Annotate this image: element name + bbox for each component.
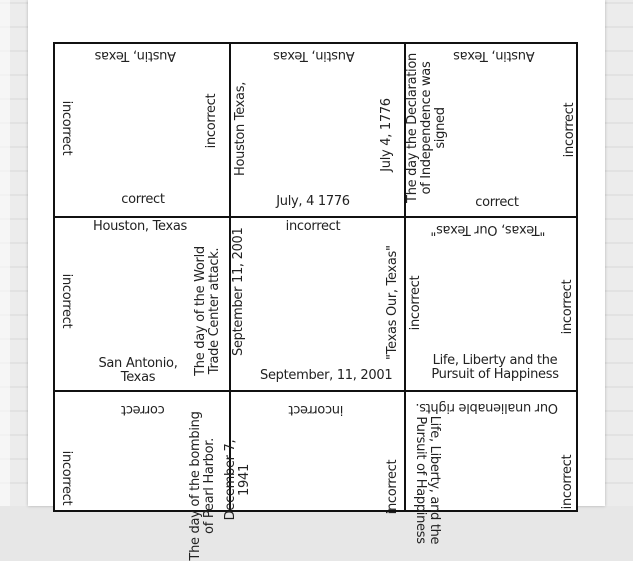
card-label: The day of the bombing of Pearl Harbor. (188, 411, 217, 561)
card-label: incorrect (560, 454, 575, 510)
card-label: Life, Liberty and the Pursuit of Happine… (431, 353, 559, 382)
card-label: incorrect (560, 279, 575, 335)
card-label: incorrect (59, 100, 74, 156)
card-label: December 7, 1941 (223, 439, 252, 521)
grid-divider (229, 44, 231, 510)
card-label: correct (475, 195, 519, 210)
card-label: July, 4 1776 (276, 194, 350, 209)
card-label: "Texas Our, Texas" (385, 245, 400, 360)
grid-divider (55, 216, 576, 218)
card-label: September 11, 2001 (231, 227, 246, 356)
card-label: correct (121, 192, 165, 207)
card-label: San Antonio, Texas (98, 356, 178, 385)
card-label: Houston Texas, (233, 81, 248, 176)
card-label: Houston, Texas (92, 219, 188, 234)
card-label: July 4, 1776 (379, 98, 394, 172)
grid-divider (55, 390, 576, 392)
card-label: September, 11, 2001 (260, 368, 393, 383)
card-label: Austin, Texas (453, 48, 535, 63)
card-label: incorrect (408, 275, 423, 331)
card-label: incorrect (204, 93, 219, 149)
card-label: incorrect (288, 402, 344, 417)
grid-divider (404, 44, 406, 510)
card-label: incorrect (59, 273, 74, 329)
card-label: "Texas, Our Texas" (430, 222, 546, 237)
puzzle-grid (53, 42, 578, 512)
card-label: incorrect (385, 459, 400, 515)
card-label: Life, Liberty, and the Pursuit of Happin… (413, 415, 442, 545)
card-label: incorrect (562, 102, 577, 158)
card-label: Austin, Texas (94, 48, 176, 63)
card-label: The day the Declaration of Independence … (405, 53, 448, 203)
card-label: correct (121, 402, 165, 417)
card-label: Austin, Texas (273, 48, 355, 63)
card-label: Our unalienable rights. (415, 400, 558, 415)
card-label: incorrect (59, 450, 74, 506)
card-label: The day of the World Trade Center attack… (193, 246, 222, 376)
card-label: incorrect (285, 219, 341, 234)
